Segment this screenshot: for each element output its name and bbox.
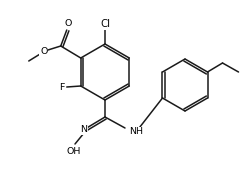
Text: N: N bbox=[80, 125, 87, 135]
Text: O: O bbox=[64, 18, 71, 27]
Text: Cl: Cl bbox=[100, 19, 110, 29]
Text: OH: OH bbox=[67, 147, 81, 156]
Text: F: F bbox=[59, 82, 64, 92]
Text: O: O bbox=[40, 48, 47, 57]
Text: NH: NH bbox=[129, 128, 143, 136]
